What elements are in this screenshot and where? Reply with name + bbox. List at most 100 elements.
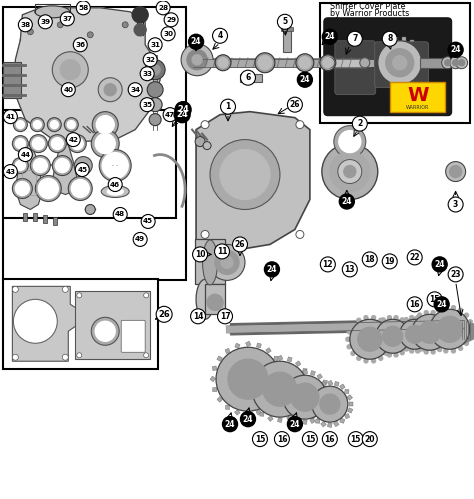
- Circle shape: [52, 52, 88, 88]
- Circle shape: [291, 383, 319, 411]
- Bar: [217, 356, 222, 361]
- Circle shape: [383, 326, 403, 346]
- Circle shape: [283, 375, 327, 419]
- Bar: [3, 62, 21, 98]
- Circle shape: [220, 150, 270, 200]
- Bar: [374, 61, 378, 65]
- Circle shape: [175, 102, 191, 118]
- Bar: [268, 416, 273, 422]
- Circle shape: [372, 334, 376, 338]
- Bar: [386, 40, 390, 44]
- Circle shape: [358, 327, 382, 351]
- Bar: [309, 387, 313, 391]
- Bar: [323, 409, 328, 414]
- Bar: [279, 387, 283, 392]
- Bar: [287, 416, 292, 421]
- Circle shape: [431, 313, 435, 317]
- Circle shape: [448, 267, 463, 282]
- Bar: [277, 394, 283, 400]
- Text: 24: 24: [267, 265, 277, 274]
- Text: 15: 15: [255, 435, 265, 444]
- Circle shape: [287, 97, 302, 112]
- Circle shape: [134, 24, 146, 36]
- Circle shape: [320, 394, 340, 414]
- Circle shape: [470, 327, 474, 331]
- Circle shape: [144, 293, 149, 298]
- Text: 26: 26: [290, 100, 300, 109]
- Text: 36: 36: [75, 42, 85, 48]
- Circle shape: [216, 347, 280, 411]
- Circle shape: [36, 176, 61, 202]
- FancyBboxPatch shape: [335, 41, 376, 95]
- Text: 16: 16: [325, 435, 335, 444]
- Circle shape: [148, 98, 162, 112]
- Circle shape: [346, 337, 350, 341]
- Bar: [308, 395, 312, 400]
- Bar: [43, 216, 47, 224]
- Circle shape: [428, 326, 433, 330]
- Bar: [419, 58, 445, 68]
- Ellipse shape: [35, 6, 70, 18]
- Text: 30: 30: [163, 31, 173, 37]
- Circle shape: [409, 341, 412, 345]
- Text: 40: 40: [64, 87, 73, 93]
- Circle shape: [221, 256, 233, 268]
- Circle shape: [73, 38, 87, 52]
- Circle shape: [98, 78, 122, 102]
- Circle shape: [416, 315, 419, 319]
- Circle shape: [320, 55, 336, 71]
- Circle shape: [148, 38, 162, 52]
- Bar: [330, 58, 365, 68]
- Circle shape: [384, 351, 389, 355]
- Circle shape: [95, 321, 115, 341]
- Polygon shape: [196, 112, 310, 250]
- Circle shape: [459, 346, 463, 350]
- Circle shape: [62, 354, 68, 360]
- Circle shape: [17, 121, 24, 129]
- Circle shape: [428, 338, 433, 342]
- Circle shape: [145, 60, 165, 80]
- Bar: [288, 374, 293, 380]
- Bar: [279, 402, 283, 407]
- Circle shape: [240, 70, 255, 85]
- Bar: [402, 37, 406, 41]
- Circle shape: [150, 65, 160, 75]
- Circle shape: [447, 330, 452, 334]
- Bar: [328, 423, 332, 428]
- Circle shape: [203, 142, 211, 150]
- Circle shape: [357, 318, 361, 322]
- Text: 5: 5: [283, 17, 288, 26]
- Circle shape: [443, 343, 447, 347]
- Circle shape: [451, 306, 456, 310]
- Circle shape: [347, 31, 362, 46]
- Circle shape: [456, 57, 468, 69]
- Bar: [240, 74, 262, 82]
- Bar: [302, 404, 308, 410]
- Text: 24: 24: [176, 110, 188, 119]
- Circle shape: [431, 310, 435, 314]
- Circle shape: [381, 351, 385, 355]
- Text: WARRIOR: WARRIOR: [406, 105, 429, 110]
- Text: 43: 43: [5, 169, 15, 175]
- Circle shape: [174, 107, 190, 123]
- Circle shape: [30, 118, 45, 132]
- Circle shape: [448, 197, 463, 212]
- Text: 16: 16: [410, 300, 420, 309]
- Text: by Warrior Products: by Warrior Products: [330, 9, 409, 18]
- Circle shape: [132, 7, 148, 23]
- Bar: [273, 397, 279, 402]
- Text: 24: 24: [434, 260, 445, 269]
- Circle shape: [71, 138, 83, 150]
- Circle shape: [215, 250, 239, 274]
- Text: 37: 37: [62, 16, 73, 22]
- Circle shape: [344, 166, 356, 178]
- Bar: [302, 369, 308, 375]
- Circle shape: [156, 306, 172, 322]
- Circle shape: [373, 328, 377, 332]
- Bar: [323, 380, 327, 384]
- Circle shape: [394, 315, 398, 319]
- Bar: [306, 377, 312, 382]
- Bar: [252, 368, 257, 374]
- Bar: [334, 421, 339, 427]
- Bar: [266, 405, 271, 410]
